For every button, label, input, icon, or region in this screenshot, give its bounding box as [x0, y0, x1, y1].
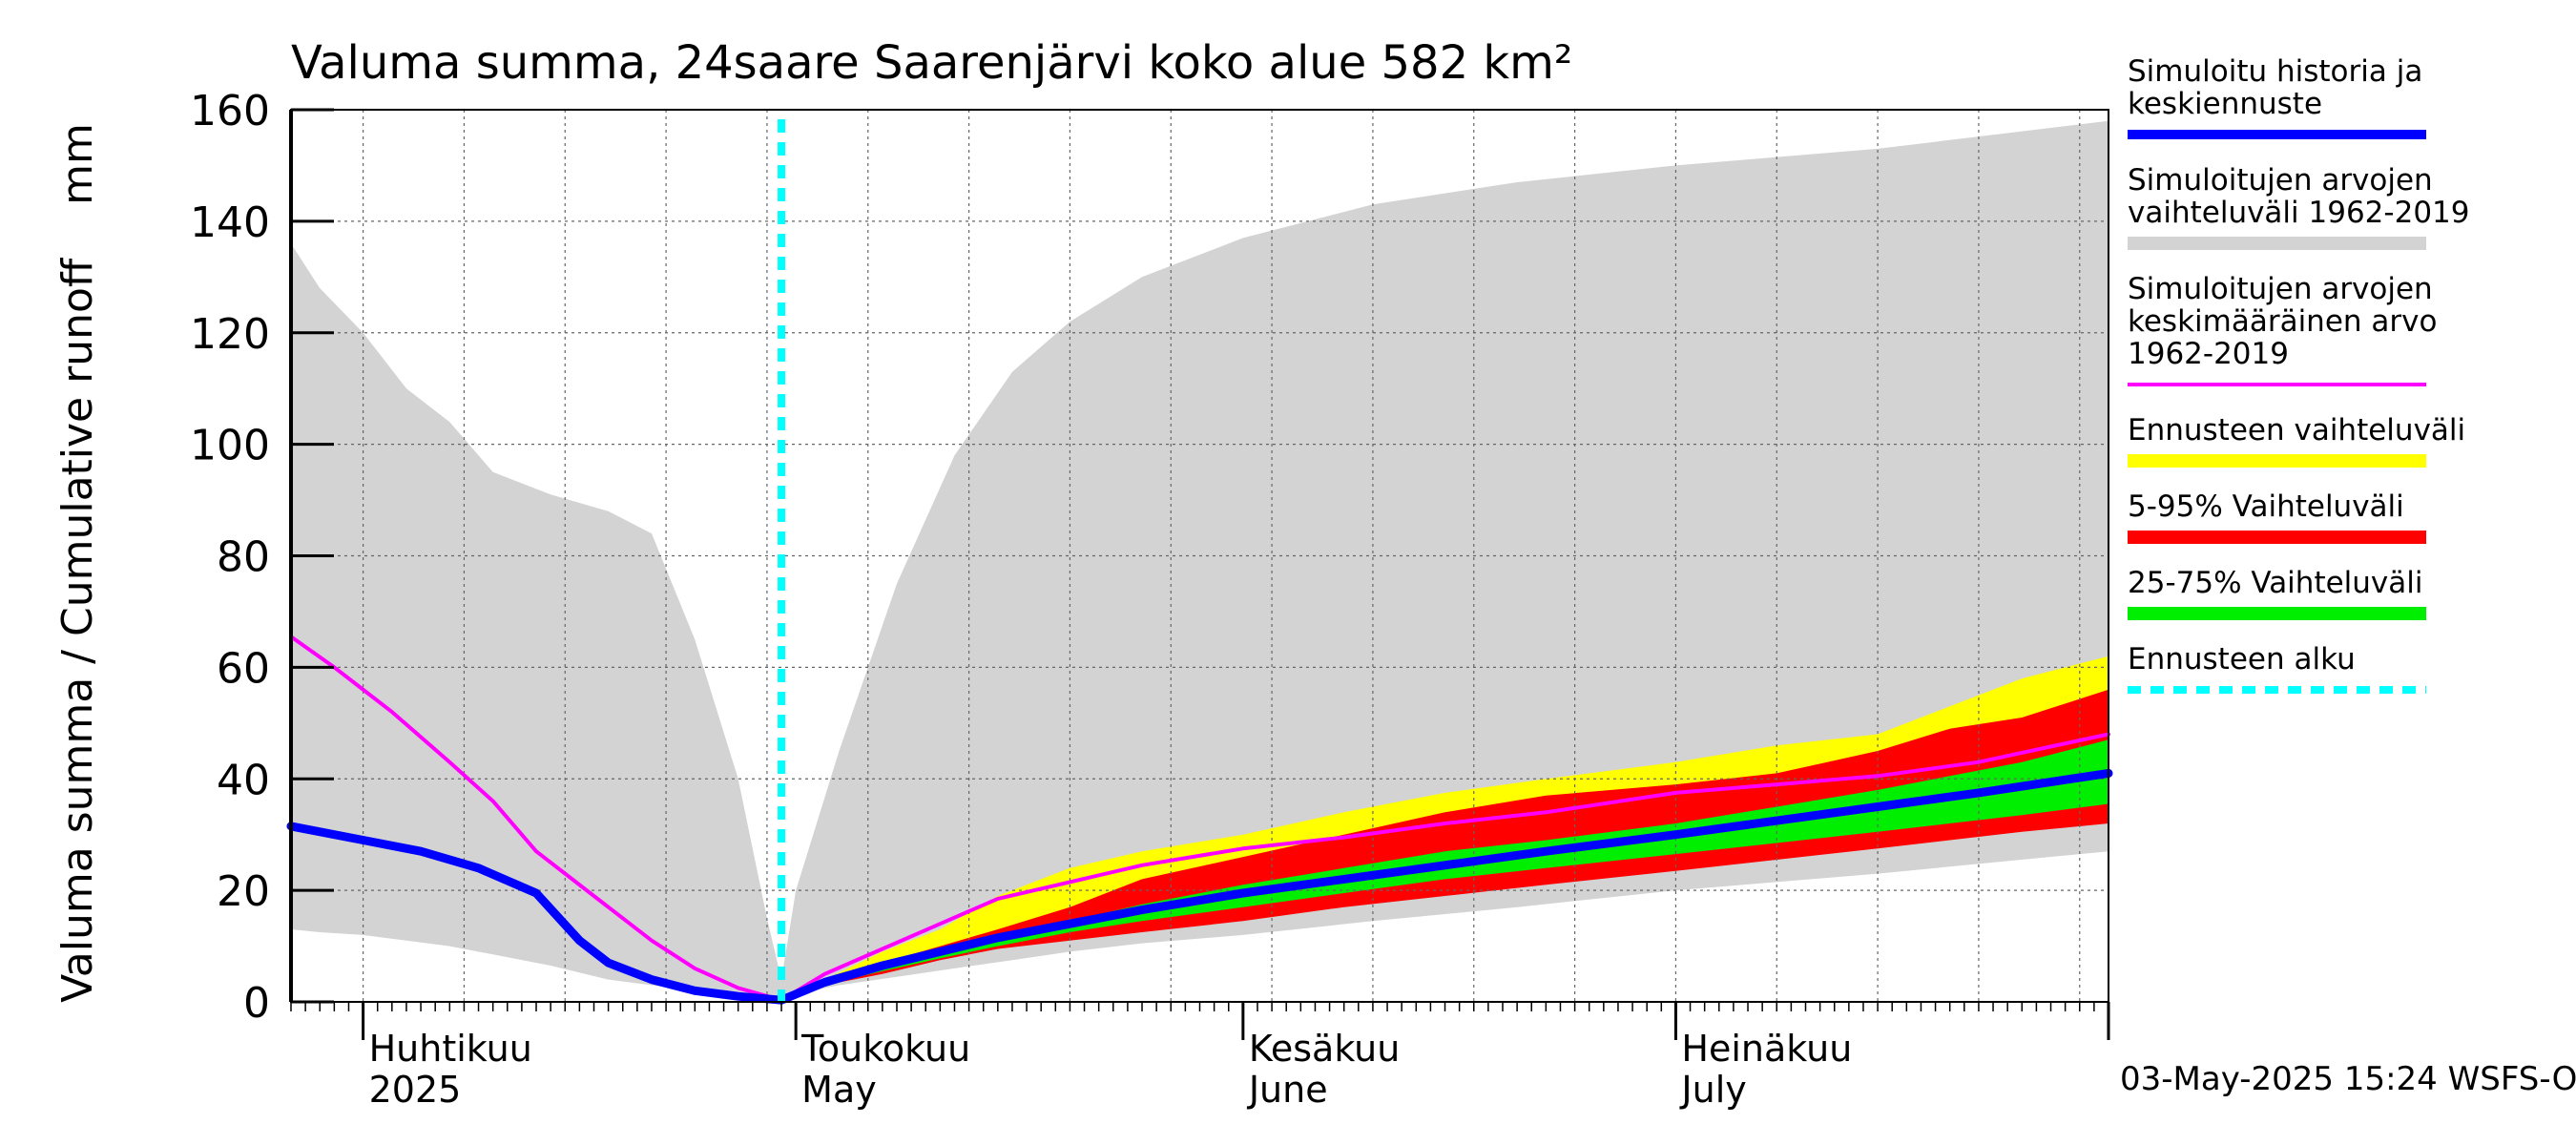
chart-title: Valuma summa, 24saare Saarenjärvi koko a…: [291, 36, 1572, 90]
legend-label: keskimääräinen arvo: [2128, 304, 2437, 339]
y-tick-label: 0: [243, 979, 270, 1028]
legend-label: 25-75% Vaihteluväli: [2128, 566, 2423, 600]
y-tick-label: 160: [190, 87, 270, 135]
grid: [291, 109, 2109, 1002]
y-tick-label: 80: [217, 533, 270, 582]
x-month-sublabel: July: [1679, 1069, 1746, 1111]
series-line-simuloitujen-arvojen-keskim-r-inen-arvo-1962-2019: [289, 635, 2110, 1003]
lines-layer: [286, 119, 2113, 1005]
legend-label: Simuloitu historia ja: [2128, 54, 2422, 89]
x-month-sublabel: May: [801, 1069, 877, 1111]
legend-label: 5-95% Vaihteluväli: [2128, 489, 2404, 524]
y-tick-label: 100: [190, 422, 270, 470]
y-tick-label: 140: [190, 198, 270, 247]
y-tick-label: 120: [190, 310, 270, 359]
y-tick-label: 60: [217, 644, 270, 693]
y-tick-label: 40: [217, 756, 270, 804]
legend-label: Simuloitujen arvojen: [2128, 163, 2433, 198]
timestamp: 03-May-2025 15:24 WSFS-O: [2120, 1060, 2576, 1098]
legend-label: 1962-2019: [2128, 337, 2289, 371]
band-25-75-vaihteluv-li: [781, 739, 2109, 1001]
y-tick-label: 20: [217, 867, 270, 916]
x-month-sublabel: June: [1247, 1069, 1328, 1111]
x-month-label: Toukokuu: [800, 1028, 970, 1070]
legend-label: vaihteluväli 1962-2019: [2128, 196, 2469, 230]
series-line-simuloitu-historia-ja-keskiennuste: [286, 768, 2113, 1005]
legend-label: Ennusteen vaihteluväli: [2128, 413, 2465, 448]
legend-label: Simuloitujen arvojen: [2128, 272, 2433, 306]
x-month-label: Kesäkuu: [1249, 1028, 1401, 1070]
x-month-sublabel: 2025: [369, 1069, 462, 1111]
y-axis-label: Valuma summa / Cumulative runoff mm: [53, 123, 102, 1003]
legend-label: keskiennuste: [2128, 87, 2322, 121]
x-month-label: Huhtikuu: [369, 1028, 532, 1070]
x-month-label: Heinäkuu: [1681, 1028, 1852, 1070]
legend-label: Ennusteen alku: [2128, 642, 2356, 677]
